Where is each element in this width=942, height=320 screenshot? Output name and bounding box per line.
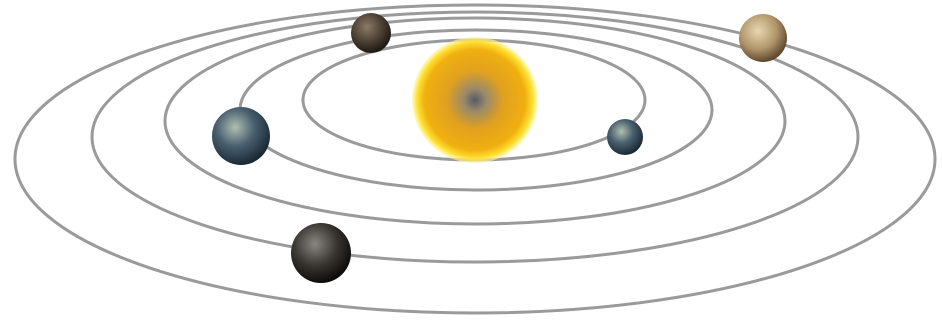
planet (291, 223, 351, 283)
orbit (90, 10, 860, 264)
planet (351, 13, 391, 53)
sun (412, 37, 538, 163)
planet (739, 14, 787, 62)
planet (212, 107, 270, 165)
orbit (13, 3, 937, 315)
planet (607, 119, 643, 155)
orbit (163, 16, 787, 226)
